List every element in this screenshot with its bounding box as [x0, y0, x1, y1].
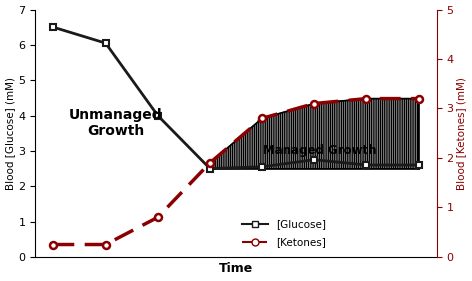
Text: Managed Growth: Managed Growth: [263, 144, 376, 157]
Text: Unmanaged
Growth: Unmanaged Growth: [69, 108, 163, 138]
Y-axis label: Blood [Ketones] (mM): Blood [Ketones] (mM): [456, 77, 466, 190]
Y-axis label: Blood [Glucose] (mM): Blood [Glucose] (mM): [6, 77, 16, 190]
X-axis label: Time: Time: [219, 262, 253, 275]
Legend: [Glucose], [Ketones]: [Glucose], [Ketones]: [238, 215, 330, 252]
